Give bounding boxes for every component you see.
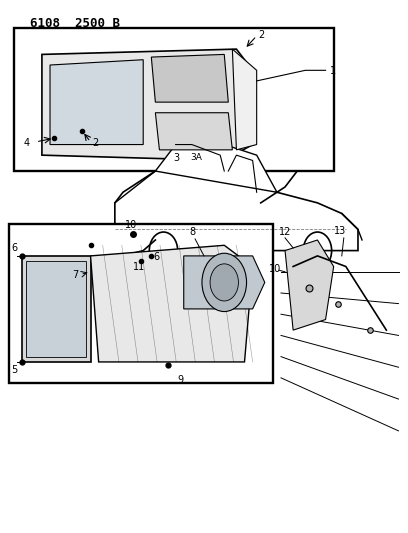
Text: 4: 4 [24, 138, 30, 148]
Text: 2: 2 [259, 30, 265, 40]
Text: 5: 5 [11, 365, 18, 375]
Polygon shape [115, 171, 358, 251]
Polygon shape [155, 113, 233, 150]
Polygon shape [91, 245, 253, 362]
Text: 6: 6 [11, 243, 18, 253]
Polygon shape [26, 261, 86, 357]
Text: 2: 2 [93, 138, 99, 148]
Polygon shape [285, 240, 334, 330]
Text: 1: 1 [330, 67, 336, 76]
Text: 10: 10 [125, 221, 137, 230]
Text: 9: 9 [177, 375, 184, 385]
Text: 12: 12 [279, 228, 291, 237]
Circle shape [210, 264, 238, 301]
Text: 3A: 3A [190, 152, 202, 161]
Text: 6: 6 [153, 252, 160, 262]
Text: 7: 7 [72, 270, 79, 280]
Polygon shape [151, 54, 228, 102]
Text: 3: 3 [174, 152, 180, 163]
Text: 6108  2500 B: 6108 2500 B [30, 17, 120, 30]
Polygon shape [155, 144, 277, 192]
Polygon shape [50, 60, 143, 144]
Polygon shape [42, 49, 253, 160]
Text: 11: 11 [133, 262, 145, 271]
Polygon shape [22, 256, 91, 362]
Text: 8: 8 [190, 228, 196, 237]
Polygon shape [184, 256, 265, 309]
Text: 13: 13 [334, 226, 346, 236]
Bar [13, 28, 334, 171]
Bar [9, 224, 273, 383]
Circle shape [202, 253, 246, 312]
Polygon shape [233, 49, 257, 150]
Text: 10: 10 [269, 264, 281, 274]
